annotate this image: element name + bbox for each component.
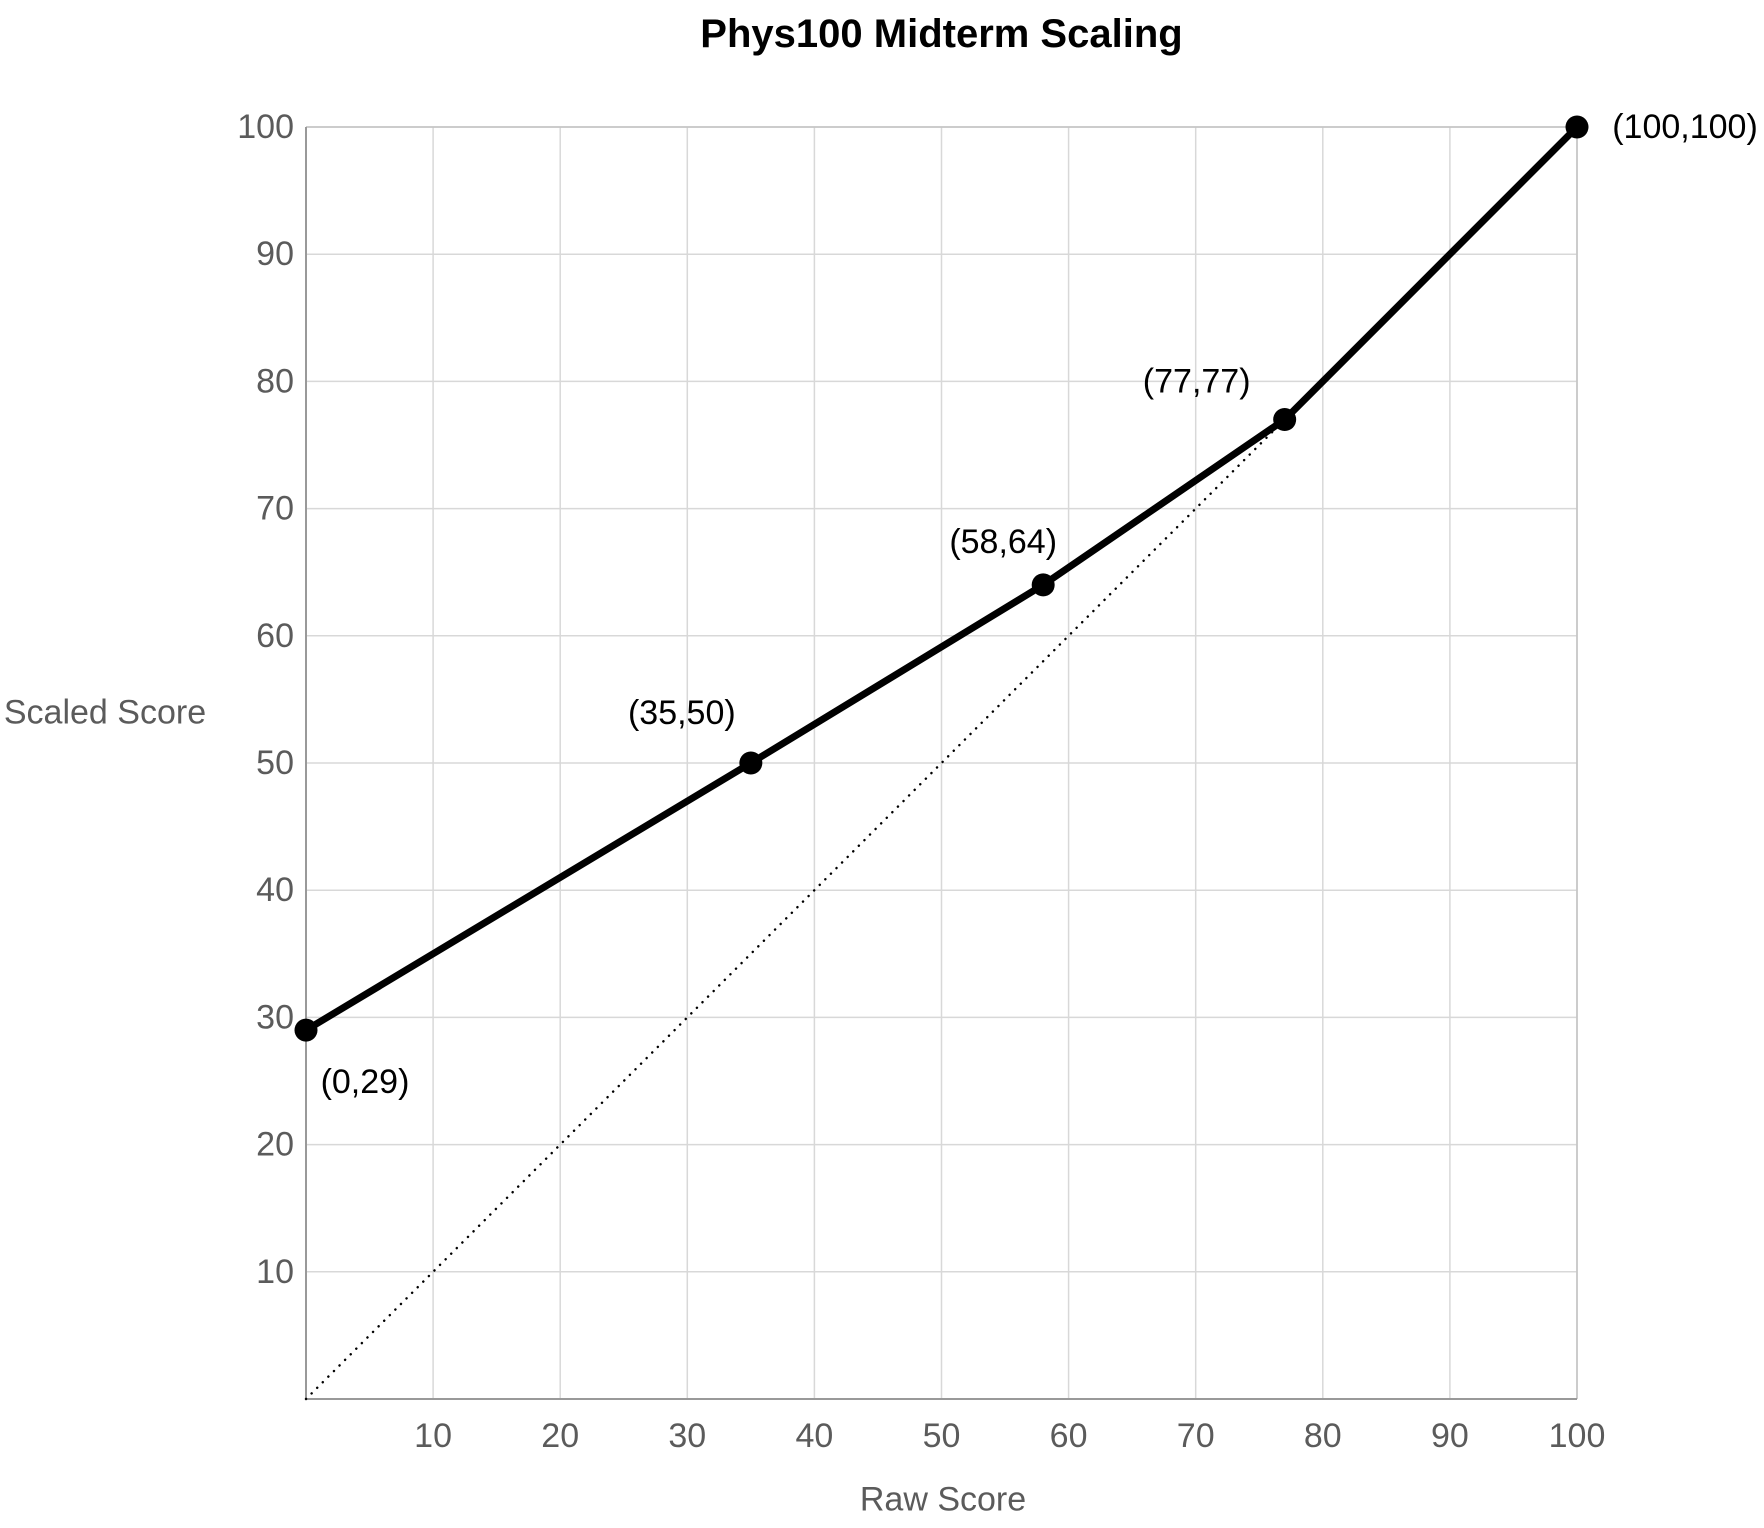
x-tick-label: 40 <box>795 1417 833 1455</box>
y-tick-label: 70 <box>256 490 294 528</box>
y-tick-label: 40 <box>256 871 294 909</box>
y-tick-label: 50 <box>256 744 294 782</box>
x-tick-label: 10 <box>414 1417 452 1455</box>
x-tick-label: 30 <box>668 1417 706 1455</box>
y-tick-label: 30 <box>256 998 294 1036</box>
data-point-marker <box>294 1018 318 1042</box>
x-tick-label: 60 <box>1050 1417 1088 1455</box>
x-tick-label: 20 <box>541 1417 579 1455</box>
y-tick-label: 90 <box>256 235 294 273</box>
x-tick-label: 50 <box>923 1417 961 1455</box>
y-tick-label: 10 <box>256 1253 294 1291</box>
y-axis-label: Scaled Score <box>3 693 207 732</box>
x-tick-label: 90 <box>1431 1417 1469 1455</box>
y-tick-label: 60 <box>256 617 294 655</box>
point-annotation: (35,50) <box>628 694 736 732</box>
data-point-marker <box>1031 573 1055 597</box>
point-annotation: (77,77) <box>1143 363 1251 401</box>
x-tick-label: 80 <box>1304 1417 1342 1455</box>
identity-reference-line <box>304 125 1579 1401</box>
y-tick-label: 20 <box>256 1126 294 1164</box>
point-annotation: (58,64) <box>949 523 1057 561</box>
x-axis-label: Raw Score <box>859 1480 1027 1519</box>
point-annotation: (100,100) <box>1612 108 1758 146</box>
x-tick-label: 100 <box>1549 1417 1606 1455</box>
x-tick-label: 70 <box>1177 1417 1215 1455</box>
y-tick-label: 80 <box>256 362 294 400</box>
data-point-marker <box>739 751 763 775</box>
y-tick-label: 100 <box>237 108 294 146</box>
data-point-marker <box>1273 408 1297 432</box>
data-point-marker <box>1565 115 1589 139</box>
point-annotation: (0,29) <box>321 1063 410 1101</box>
chart-title: Phys100 Midterm Scaling <box>700 12 1183 56</box>
